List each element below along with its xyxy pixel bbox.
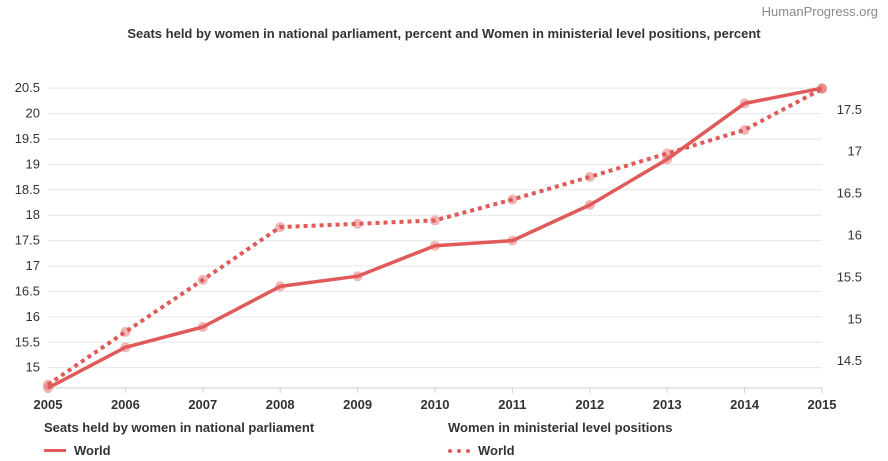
x-tick-label: 2008 — [266, 397, 295, 412]
parliament-series-line[interactable] — [47, 86, 823, 390]
ministerial-point[interactable] — [275, 222, 286, 233]
left-tick-label: 20 — [26, 106, 40, 121]
ministerial-series-line[interactable] — [46, 87, 823, 387]
x-tick-label: 2015 — [808, 397, 837, 412]
parliament-point[interactable] — [584, 200, 595, 211]
parliament-point[interactable] — [352, 271, 363, 282]
ministerial-point[interactable] — [739, 124, 750, 135]
left-tick-label: 19 — [26, 156, 40, 171]
right-tick-label: 16 — [848, 228, 862, 243]
right-tick-label: 17.5 — [837, 102, 862, 117]
left-tick-label: 15.5 — [15, 334, 40, 349]
series-layer — [43, 83, 827, 393]
left-tick-label: 16.5 — [15, 283, 40, 298]
ministerial-point[interactable] — [507, 194, 518, 205]
ministerial-point[interactable] — [662, 148, 673, 159]
legend-ministerial: Women in ministerial level positions Wor… — [448, 420, 672, 458]
right-axis-ticks: 14.5 15 15.5 16 16.5 17 17.5 — [837, 102, 862, 368]
ministerial-point[interactable] — [817, 83, 827, 94]
parliament-point[interactable] — [197, 322, 208, 333]
x-tick-label: 2005 — [34, 397, 63, 412]
x-tick-label: 2013 — [653, 397, 682, 412]
legend-parliament: Seats held by women in national parliame… — [44, 420, 314, 458]
left-tick-label: 19.5 — [15, 131, 40, 146]
ministerial-point[interactable] — [120, 326, 131, 337]
ministerial-point[interactable] — [584, 171, 595, 182]
x-tick-label: 2011 — [498, 397, 526, 412]
parliament-point[interactable] — [739, 98, 750, 109]
x-tick-label: 2007 — [188, 397, 217, 412]
x-axis-ticks: 2005 2006 2007 2008 2009 2010 2011 2012 2013 2014… — [34, 388, 837, 412]
x-tick-label: 2012 — [575, 397, 604, 412]
parliament-point[interactable] — [120, 342, 131, 353]
source-credit: HumanProgress.org — [761, 4, 878, 19]
right-tick-label: 17 — [848, 144, 862, 159]
parliament-point[interactable] — [507, 235, 518, 246]
parliament-point[interactable] — [662, 154, 673, 165]
legend-ministerial-item[interactable]: World — [448, 443, 672, 458]
x-tick-label: 2009 — [343, 397, 372, 412]
right-tick-label: 16.5 — [837, 186, 862, 201]
ministerial-point[interactable] — [352, 218, 363, 229]
ministerial-point[interactable] — [430, 215, 440, 226]
legend-parliament-title: Seats held by women in national parliame… — [44, 420, 315, 435]
ministerial-point[interactable] — [43, 379, 53, 390]
x-tick-label: 2014 — [730, 397, 760, 412]
left-tick-label: 15 — [26, 360, 40, 375]
legend-parliament-label: World — [74, 443, 111, 458]
right-tick-label: 15.5 — [837, 269, 862, 284]
parliament-point[interactable] — [430, 240, 440, 251]
left-tick-label: 17.5 — [15, 233, 40, 248]
x-tick-label: 2010 — [421, 397, 450, 412]
left-tick-label: 18 — [26, 207, 40, 222]
legend-parliament-item[interactable]: World — [44, 443, 314, 458]
left-axis-ticks: 15 15.5 16 16.5 17 17.5 18 18.5 19 19.5 20 20.5 — [15, 80, 40, 375]
left-tick-label: 17 — [26, 258, 40, 273]
right-tick-label: 15 — [848, 311, 862, 326]
chart-title: Seats held by women in national parliame… — [127, 26, 761, 41]
legend-ministerial-title: Women in ministerial level positions — [448, 420, 673, 435]
left-tick-label: 20.5 — [15, 80, 40, 95]
x-tick-label: 2006 — [111, 397, 140, 412]
right-tick-label: 14.5 — [837, 353, 862, 368]
legend-ministerial-label: World — [478, 443, 515, 458]
parliament-point[interactable] — [275, 281, 286, 292]
ministerial-point[interactable] — [197, 274, 208, 285]
left-tick-label: 18.5 — [15, 182, 40, 197]
gridlines — [48, 87, 822, 389]
solid-line-swatch — [44, 449, 66, 452]
parliament-point[interactable] — [43, 383, 53, 393]
left-tick-label: 16 — [26, 309, 40, 324]
dotted-line-swatch — [448, 448, 470, 453]
